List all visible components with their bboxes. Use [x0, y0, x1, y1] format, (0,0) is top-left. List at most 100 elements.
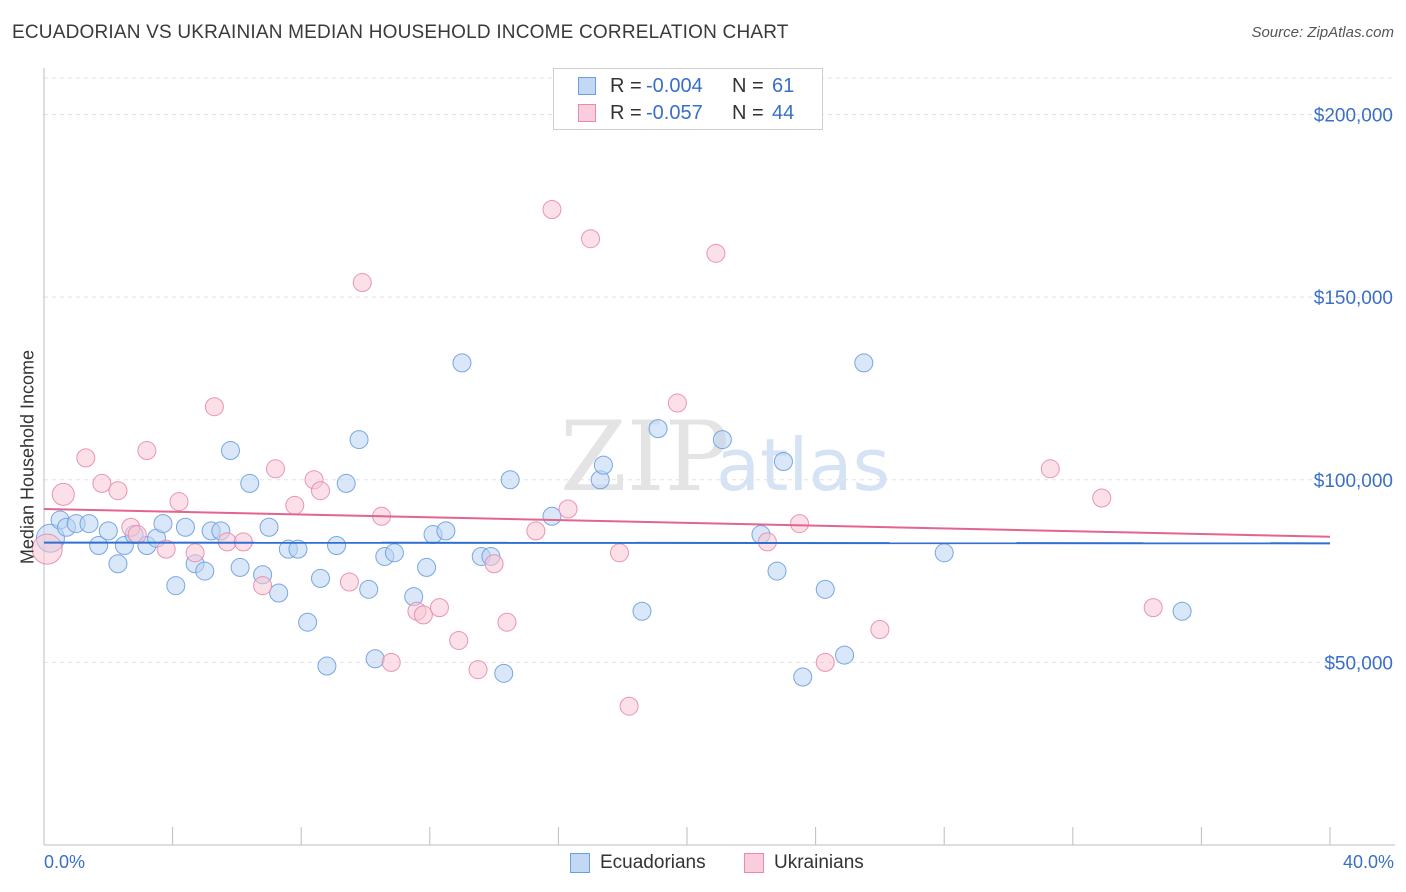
- legend-r-label: R =: [610, 101, 642, 124]
- data-point-ukrainians: [253, 576, 273, 596]
- data-point-ukrainians: [127, 525, 147, 545]
- legend-n-value: 61: [772, 74, 795, 97]
- data-point-ecuadorians: [417, 557, 437, 577]
- legend-row-ukrainians: R = -0.057 N = 44: [578, 101, 794, 125]
- data-point-ukrainians: [542, 199, 562, 219]
- gridlines: [44, 77, 1395, 663]
- data-point-ecuadorians: [259, 517, 279, 537]
- data-point-ecuadorians: [336, 473, 356, 493]
- data-point-ecuadorians: [327, 536, 347, 556]
- bottom-legend-swatch-ecuadorians: [570, 853, 590, 873]
- bottom-legend-ecuadorians: Ecuadorians: [570, 852, 706, 874]
- watermark-zip: ZIP: [560, 401, 729, 513]
- data-point-ukrainians: [339, 572, 359, 592]
- data-point-ecuadorians: [310, 568, 330, 588]
- data-point-ukrainians: [265, 459, 285, 479]
- data-point-ecuadorians: [269, 583, 289, 603]
- data-point-ukrainians: [1143, 598, 1163, 618]
- data-point-ecuadorians: [494, 663, 514, 683]
- data-point-ecuadorians: [384, 543, 404, 563]
- data-point-ecuadorians: [79, 514, 99, 534]
- data-point-ecuadorians: [815, 579, 835, 599]
- data-point-ecuadorians: [230, 557, 250, 577]
- data-point-ukrainians: [558, 499, 578, 519]
- watermark: ZIP atlas: [560, 401, 890, 513]
- data-point-ecuadorians: [593, 455, 613, 475]
- data-point-ukrainians: [581, 229, 601, 249]
- data-point-ukrainians: [619, 696, 639, 716]
- bottom-legend-ukrainians: Ukrainians: [744, 852, 864, 874]
- x-tick-label-max: 40.0%: [1342, 852, 1394, 872]
- data-point-ukrainians: [429, 598, 449, 618]
- data-point-ukrainians: [870, 620, 890, 640]
- trend-line-ecuadorians: [43, 541, 1331, 545]
- data-point-ecuadorians: [288, 539, 308, 559]
- watermark-atlas: atlas: [716, 423, 890, 507]
- bottom-legend-swatch-ukrainians: [744, 853, 764, 873]
- data-point-ecuadorians: [854, 353, 874, 373]
- legend-row-ecuadorians: R = -0.004 N = 61: [578, 74, 794, 98]
- data-point-ecuadorians: [240, 473, 260, 493]
- data-point-ukrainians: [1092, 488, 1112, 508]
- data-point-ecuadorians: [632, 601, 652, 621]
- source-credit: Source: ZipAtlas.com: [1251, 24, 1394, 41]
- legend-n-label: N =: [732, 74, 764, 97]
- data-point-ukrainians: [667, 393, 687, 413]
- data-point-ukrainians: [790, 514, 810, 534]
- data-point-ecuadorians: [934, 543, 954, 563]
- data-point-ukrainians: [156, 539, 176, 559]
- data-point-ukrainians: [76, 448, 96, 468]
- data-point-ecuadorians: [773, 452, 793, 471]
- axes: [43, 68, 1395, 846]
- data-point-ecuadorians: [153, 514, 173, 534]
- data-point-ecuadorians: [349, 430, 369, 450]
- data-point-ecuadorians: [436, 521, 456, 541]
- y-tick-label: $100,000: [1314, 471, 1393, 492]
- data-point-ecuadorians: [648, 419, 668, 439]
- data-points: [31, 199, 1192, 716]
- legend-n-value: 44: [772, 101, 795, 124]
- y-axis-label: Median Household Income: [17, 349, 38, 565]
- data-point-ukrainians: [484, 554, 504, 574]
- data-point-ecuadorians: [98, 521, 118, 541]
- data-point-ukrainians: [352, 273, 372, 293]
- data-point-ukrainians: [381, 652, 401, 672]
- data-point-ukrainians: [815, 652, 835, 672]
- data-point-ukrainians: [526, 521, 546, 541]
- legend-r-value: -0.057: [646, 101, 703, 124]
- data-point-ukrainians: [51, 482, 75, 506]
- data-point-ecuadorians: [500, 470, 520, 490]
- data-point-ecuadorians: [89, 536, 109, 556]
- data-point-ecuadorians: [317, 656, 337, 676]
- data-point-ecuadorians: [298, 612, 318, 632]
- bottom-legend-label-ecuadorians: Ecuadorians: [600, 852, 706, 873]
- data-point-ecuadorians: [365, 649, 385, 669]
- y-tick-label: $150,000: [1314, 288, 1393, 309]
- data-point-ecuadorians: [359, 579, 379, 599]
- data-point-ukrainians: [1040, 459, 1060, 479]
- data-point-ecuadorians: [452, 353, 472, 373]
- data-point-ecuadorians: [793, 667, 813, 687]
- x-tick-label-min: 0.0%: [44, 852, 86, 872]
- bottom-legend-label-ukrainians: Ukrainians: [774, 852, 864, 873]
- data-point-ukrainians: [468, 660, 488, 680]
- y-tick-label: $200,000: [1314, 106, 1393, 127]
- data-point-ecuadorians: [195, 561, 215, 581]
- data-point-ecuadorians: [1172, 601, 1192, 621]
- trend-lines: [43, 507, 1331, 545]
- data-point-ukrainians: [285, 495, 305, 515]
- data-point-ukrainians: [108, 481, 128, 501]
- data-point-ukrainians: [92, 473, 112, 493]
- legend-swatch-ukrainians: [578, 104, 596, 122]
- data-point-ecuadorians: [108, 554, 128, 574]
- data-point-ecuadorians: [175, 517, 195, 537]
- y-tick-labels: $50,000 $100,000 $150,000 $200,000: [1314, 106, 1393, 675]
- legend-r-label: R =: [610, 74, 642, 97]
- data-point-ukrainians: [706, 243, 726, 263]
- legend-r-value: -0.004: [646, 74, 703, 97]
- data-point-ecuadorians: [835, 645, 855, 665]
- data-point-ukrainians: [413, 605, 433, 625]
- data-point-ukrainians: [204, 397, 224, 417]
- data-point-ukrainians: [757, 532, 777, 552]
